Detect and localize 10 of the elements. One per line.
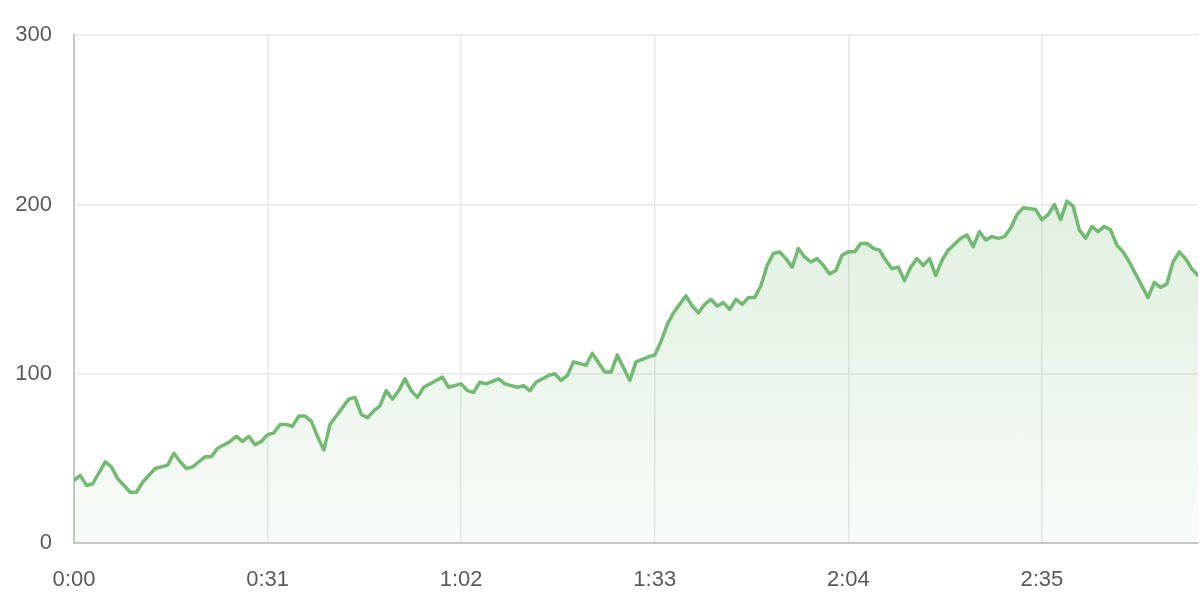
x-tick-label: 2:04 [826, 566, 870, 592]
x-tick-label: 0:31 [246, 566, 289, 592]
x-tick-label: 1:02 [439, 566, 483, 592]
x-tick-label: 0:00 [52, 566, 96, 592]
y-tick-label: 200 [15, 190, 52, 216]
y-tick-label: 100 [15, 359, 52, 385]
x-tick-label: 2:35 [1020, 566, 1064, 592]
y-tick-label: 0 [39, 529, 52, 555]
y-tick-label: 300 [15, 21, 52, 47]
x-tick-label: 1:33 [633, 566, 677, 592]
